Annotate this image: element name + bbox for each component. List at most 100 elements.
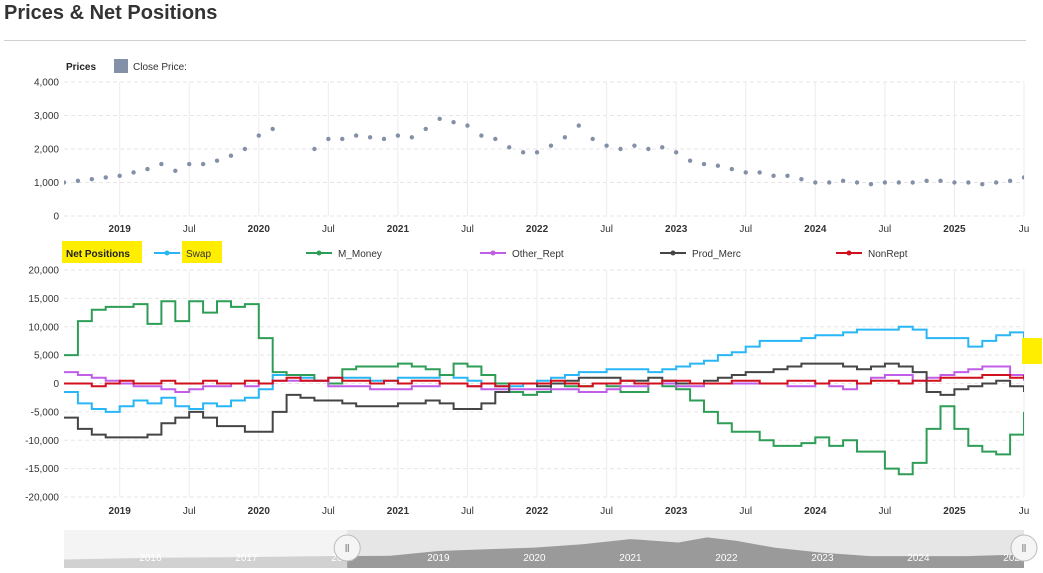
price-point [89, 176, 95, 182]
positions-x-tick-label: Jul [878, 506, 891, 517]
price-point [743, 170, 748, 175]
prices-x-tick-label: 2020 [248, 224, 271, 235]
legend-item-prod-merc[interactable]: Prod_Merc [660, 249, 741, 260]
price-point [924, 178, 929, 184]
page-title: Prices & Net Positions [4, 2, 218, 24]
positions-x-tick-label: Jul [322, 506, 335, 517]
price-point [966, 180, 971, 185]
price-point [701, 161, 707, 167]
prices-legend-label: Close Price: [133, 62, 187, 73]
price-point [715, 163, 721, 168]
legend-item-m-money[interactable]: M_Money [306, 249, 382, 260]
navigator-year-label: 2021 [619, 553, 642, 564]
price-point [437, 116, 442, 122]
prices-x-tick-label: Jul [461, 224, 474, 235]
prices-x-axis: 2019 Jul 2020 Jul 2021 Jul 2022 Jul 2023 Jul 2024 J… [109, 224, 1030, 235]
price-point [813, 180, 818, 185]
positions-x-tick-label: Jul [183, 506, 196, 517]
price-point [520, 150, 526, 155]
prices-y-tick-label: 4,000 [34, 78, 59, 89]
title-divider [4, 40, 1026, 41]
positions-legend-title[interactable]: Net Positions [66, 249, 130, 260]
price-point [312, 146, 317, 152]
prices-x-tick-label: Jul [600, 224, 613, 235]
price-point [910, 180, 915, 185]
scroll-highlight-marker [1022, 338, 1042, 364]
price-point [660, 145, 665, 150]
prices-legend-swatch [114, 59, 128, 73]
positions-y-tick-label: 5,000 [34, 351, 59, 362]
prices-x-tick-label: 2019 [109, 224, 132, 235]
price-point [785, 173, 790, 178]
price-point [632, 143, 637, 148]
price-point [479, 133, 484, 138]
positions-panel: -20,000 -15,000 -10,000 -5,000 0 5,000 10,000 1… [25, 241, 1042, 517]
price-point [896, 180, 901, 185]
prices-y-tick-label: 2,000 [34, 145, 59, 156]
prices-x-tick-label: 2023 [665, 224, 688, 235]
legend-item-label: Swap [186, 249, 211, 260]
left-handle-grip-icon: Ⅱ [344, 543, 349, 555]
price-point [882, 180, 888, 185]
price-point [604, 143, 609, 148]
price-point [214, 158, 220, 163]
prices-gridlines [64, 81, 1025, 217]
positions-gridlines [64, 269, 1025, 498]
price-point [103, 175, 108, 180]
legend-item-other-rept[interactable]: Other_Rept [480, 249, 564, 260]
navigator-year-label: 2025 [1003, 553, 1026, 564]
price-point [827, 180, 832, 185]
positions-legend-title-highlight [62, 241, 142, 263]
price-point [173, 168, 178, 173]
navigator-left-handle[interactable]: Ⅱ [333, 534, 361, 562]
positions-x-tick-label: 2019 [109, 506, 132, 517]
series-line-swap [64, 325, 1024, 413]
left-handle-knob[interactable] [333, 534, 361, 562]
price-point [117, 173, 122, 178]
price-point [75, 178, 81, 184]
price-point [200, 161, 206, 167]
navigator-year-label: 2017 [235, 553, 258, 564]
prices-legend-title: Prices [66, 62, 96, 73]
navigator-right-handle[interactable]: Ⅱ [1010, 534, 1038, 562]
legend-marker [316, 250, 322, 256]
price-point [367, 135, 373, 140]
positions-x-tick-label: 2023 [665, 506, 688, 517]
navigator-year-label: 2020 [523, 553, 546, 564]
series-line-nonrept [64, 374, 1024, 388]
price-point [340, 136, 345, 142]
price-point [771, 173, 776, 178]
positions-y-tick-label: 10,000 [28, 322, 59, 333]
price-point [270, 126, 275, 132]
price-point [980, 181, 985, 187]
series-line-prod-merc [64, 362, 1024, 439]
range-navigator[interactable]: 2016201720182019202020212022202320242025… [64, 530, 1038, 568]
legend-item-swap[interactable]: Swap [154, 241, 222, 263]
price-point [548, 143, 554, 148]
legend-item-label: Other_Rept [512, 249, 564, 260]
navigator-year-label: 2023 [811, 553, 834, 564]
positions-x-tick-label: 2024 [804, 506, 827, 517]
prices-y-axis: 0 1,000 2,000 3,000 4,000 [34, 78, 59, 223]
right-handle-knob[interactable] [1010, 534, 1038, 562]
positions-x-axis: 2019 Jul 2020 Jul 2021 Jul 2022 Jul 2023 Jul 2024 J… [109, 506, 1030, 517]
price-point [493, 136, 498, 142]
price-point [938, 178, 943, 184]
positions-y-tick-label: -20,000 [25, 493, 59, 504]
positions-x-tick-label: Jul [739, 506, 752, 517]
price-point [868, 181, 874, 187]
navigator-year-label: 2024 [907, 553, 930, 564]
price-point [423, 126, 428, 132]
prices-y-tick-label: 0 [53, 212, 59, 223]
price-point [1007, 178, 1013, 184]
prices-x-tick-label: Jul [878, 224, 891, 235]
positions-x-tick-label: 2022 [526, 506, 549, 517]
price-point [409, 135, 415, 140]
legend-item-nonrept[interactable]: NonRept [836, 249, 908, 260]
price-point [576, 123, 581, 128]
price-point [381, 136, 387, 142]
prices-legend: Prices Close Price: [66, 59, 187, 73]
positions-x-tick-label: 2025 [943, 506, 966, 517]
prices-x-tick-label: 2022 [526, 224, 549, 235]
